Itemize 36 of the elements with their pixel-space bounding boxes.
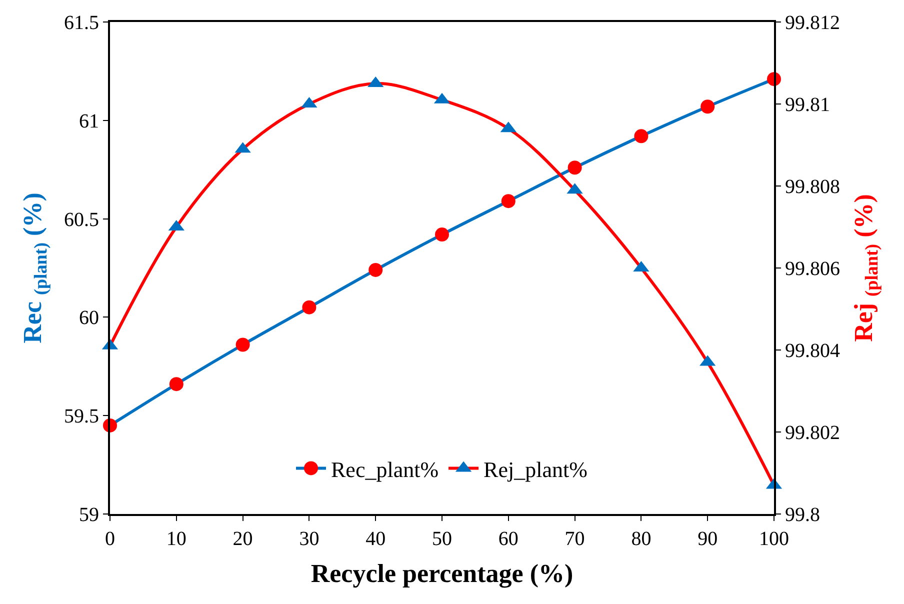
x-tick-label: 50 bbox=[432, 528, 452, 550]
legend-label: Rec_plant% bbox=[331, 456, 439, 482]
y2-tick-label: 99.812 bbox=[785, 12, 840, 34]
x-axis-title: Recycle percentage (%) bbox=[310, 559, 574, 588]
y2-tick-label: 99.804 bbox=[785, 340, 840, 362]
x-tick-label: 100 bbox=[759, 528, 789, 550]
x-tick-label: 40 bbox=[366, 528, 386, 550]
x-tick-label: 0 bbox=[105, 528, 115, 550]
y2-tick-label: 99.81 bbox=[785, 94, 830, 116]
y-tick-label: 60.5 bbox=[64, 208, 99, 231]
y2-tick-label: 99.802 bbox=[785, 422, 840, 444]
x-tick-label: 10 bbox=[166, 528, 186, 550]
point bbox=[634, 129, 648, 144]
x-tick-label: 30 bbox=[299, 528, 320, 550]
y2-tick-label: 99.8 bbox=[785, 504, 820, 526]
x-tick-label: 90 bbox=[698, 528, 718, 550]
y-tick-label: 59 bbox=[79, 504, 99, 526]
point bbox=[568, 160, 582, 175]
legend-label: Rej_plant% bbox=[484, 456, 588, 482]
point bbox=[435, 228, 449, 242]
y-tick-label: 59.5 bbox=[64, 406, 99, 428]
x-tick-label: 20 bbox=[232, 528, 253, 550]
x-tick-label: 70 bbox=[564, 528, 585, 550]
y-tick-label: 61.5 bbox=[64, 12, 99, 34]
y-tick-label: 60 bbox=[79, 307, 99, 330]
point bbox=[236, 338, 250, 352]
point bbox=[368, 262, 383, 277]
x-tick-label: 80 bbox=[631, 528, 652, 550]
point bbox=[700, 100, 715, 114]
x-tick-label: 60 bbox=[498, 528, 518, 550]
y-tick-label: 61 bbox=[79, 110, 99, 132]
y2-tick-label: 99.808 bbox=[785, 176, 840, 198]
point bbox=[302, 300, 316, 314]
point bbox=[169, 377, 184, 392]
y2-tick-label: 99.806 bbox=[785, 258, 840, 280]
point bbox=[501, 194, 516, 208]
